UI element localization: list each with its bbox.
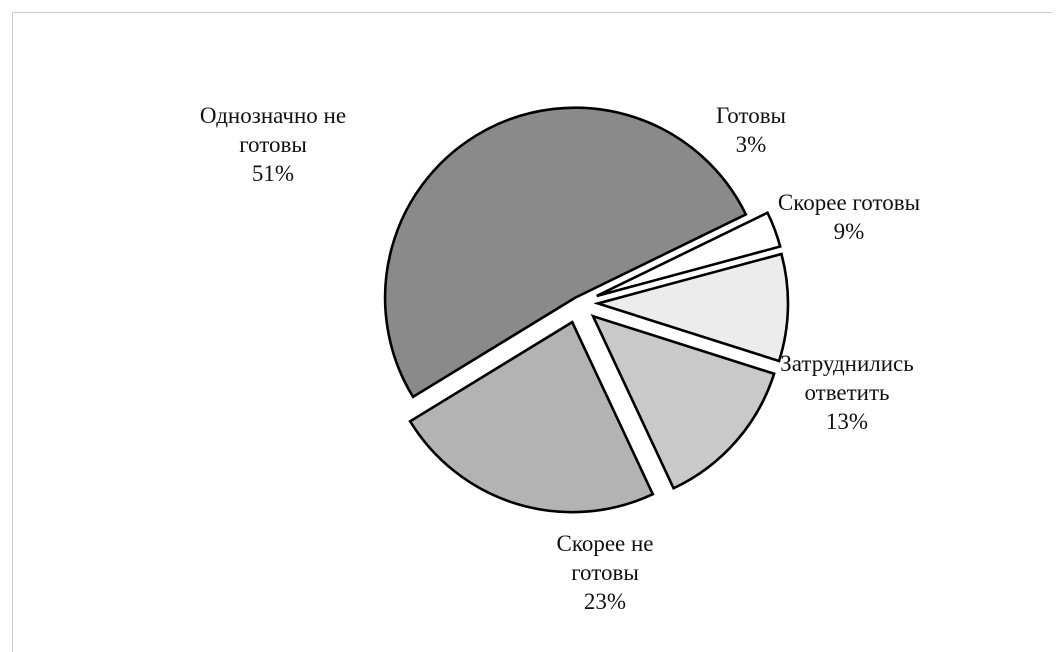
slice-category-label: ответить [804,380,889,405]
pie-slice [593,252,790,363]
slice-category-label: готовы [239,132,307,157]
slice-label: Готовы 3% [716,103,786,157]
slice-value-label: 9% [834,219,865,244]
slice-category-label: Готовы [716,103,786,128]
chart-frame: Готовы 3% Скорее готовы 9% Затруднились ответ… [12,12,1052,652]
slice-value-label: 13% [826,409,868,434]
slice-category-label: Скорее не [556,531,653,556]
slice-category-label: Скорее готовы [778,190,920,215]
pie-slices [383,106,790,514]
pie-labels: Готовы 3% Скорее готовы 9% Затруднились ответ… [200,103,920,614]
pie-chart: Готовы 3% Скорее готовы 9% Затруднились ответ… [200,103,920,614]
pie-slice [383,106,748,399]
slice-value-label: 3% [736,132,767,157]
slice-value-label: 23% [584,589,626,614]
pie-slice [596,210,782,298]
slice-label: Скорее не готовы 23% [556,531,653,614]
slice-label: Затруднились ответить 13% [780,351,914,434]
slice-label: Однозначно не готовы 51% [200,103,346,186]
pie-slice [408,320,655,514]
slice-value-label: 51% [252,161,294,186]
slice-category-label: готовы [571,560,639,585]
slice-label: Скорее готовы 9% [778,190,920,244]
slice-category-label: Однозначно не [200,103,346,128]
pie-slice [590,314,776,490]
slice-category-label: Затруднились [780,351,914,376]
